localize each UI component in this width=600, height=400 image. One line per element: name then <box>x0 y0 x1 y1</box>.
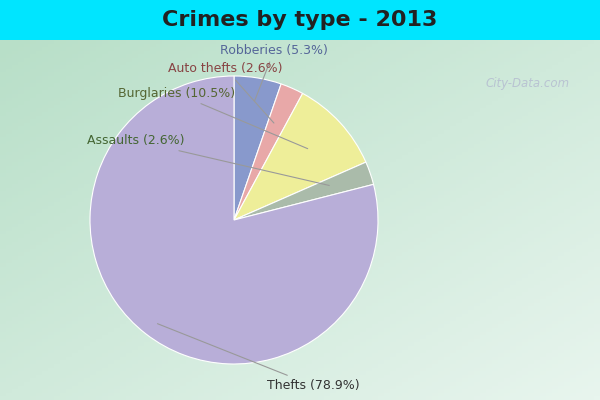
Text: Thefts (78.9%): Thefts (78.9%) <box>157 324 359 392</box>
Text: Crimes by type - 2013: Crimes by type - 2013 <box>163 10 437 30</box>
Text: Assaults (2.6%): Assaults (2.6%) <box>88 134 329 186</box>
Text: Burglaries (10.5%): Burglaries (10.5%) <box>118 87 308 149</box>
Wedge shape <box>234 76 281 220</box>
Text: Robberies (5.3%): Robberies (5.3%) <box>220 44 328 101</box>
Text: City-Data.com: City-Data.com <box>486 77 570 90</box>
Wedge shape <box>234 162 374 220</box>
Wedge shape <box>234 94 366 220</box>
Wedge shape <box>234 84 302 220</box>
Wedge shape <box>90 76 378 364</box>
Text: Auto thefts (2.6%): Auto thefts (2.6%) <box>168 62 283 123</box>
